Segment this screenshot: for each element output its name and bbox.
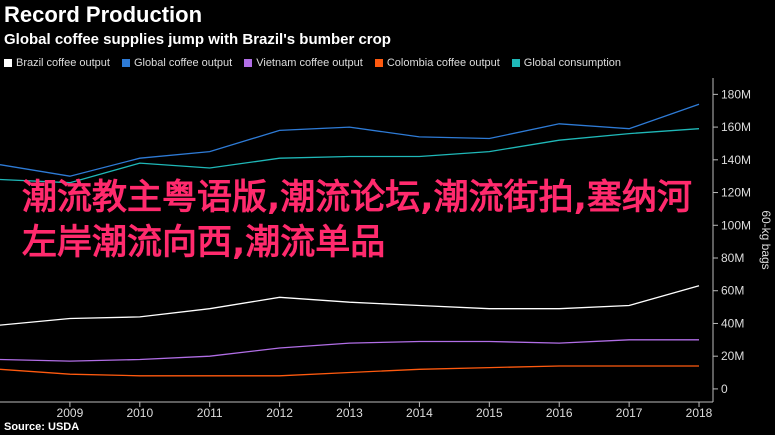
legend-label-brazil: Brazil coffee output — [16, 57, 110, 69]
legend-swatch-brazil — [4, 59, 12, 67]
x-tick-label-7: 2016 — [546, 406, 573, 420]
y-tick-label-2: 40M — [721, 316, 744, 330]
chart-subtitle: Global coffee supplies jump with Brazil'… — [4, 31, 391, 48]
overlay-text: 潮流教主粤语版,潮流论坛,潮流街拍,塞纳河左岸潮流向西,潮流单品 — [22, 178, 692, 263]
x-tick-label-8: 2017 — [616, 406, 643, 420]
legend-item-brazil: Brazil coffee output — [4, 57, 110, 69]
x-tick-label-4: 2013 — [336, 406, 363, 420]
legend-swatch-colombia — [374, 59, 383, 67]
legend-item-colombia: Colombia coffee output — [374, 57, 500, 69]
legend-item-vietnam: Vietnam coffee output — [244, 57, 363, 69]
x-tick-label-2: 2011 — [197, 406, 223, 420]
legend-label-vietnam: Vietnam coffee output — [256, 57, 363, 69]
series-line-0 — [0, 285, 700, 326]
x-tick-label-1: 2010 — [126, 406, 153, 420]
legend: Brazil coffee output Global coffee outpu… — [4, 57, 621, 69]
y-tick-label-4: 80M — [721, 251, 744, 265]
series-line-4 — [0, 128, 700, 184]
x-tick-label-3: 2012 — [266, 406, 293, 420]
x-tick-label-6: 2015 — [476, 406, 503, 420]
y-tick-label-1: 20M — [721, 349, 744, 363]
legend-item-consumption: Global consumption — [511, 57, 622, 69]
legend-swatch-global-output — [121, 59, 130, 67]
legend-label-consumption: Global consumption — [523, 57, 622, 69]
y-axis-label: 60-kg bags — [759, 210, 773, 269]
legend-swatch-vietnam — [244, 59, 253, 67]
y-tick-label-5: 100M — [721, 218, 751, 232]
source-note: Source: USDA — [4, 421, 80, 433]
x-tick-label-9: 2018 — [686, 406, 713, 420]
y-tick-label-0: 0 — [721, 382, 728, 396]
legend-item-global-output: Global coffee output — [121, 57, 233, 69]
y-tick-label-8: 160M — [721, 120, 751, 134]
y-tick-label-3: 60M — [721, 284, 744, 298]
legend-label-global-output: Global coffee output — [133, 57, 233, 69]
series-line-1 — [0, 103, 700, 177]
legend-label-colombia: Colombia coffee output — [386, 57, 500, 69]
legend-swatch-consumption — [511, 59, 520, 67]
series-line-3 — [0, 365, 699, 377]
y-tick-label-7: 140M — [721, 153, 751, 167]
chart-title: Record Production — [4, 2, 203, 27]
series-line-2 — [0, 339, 699, 362]
x-tick-label-5: 2014 — [406, 406, 433, 420]
y-tick-label-6: 120M — [721, 186, 751, 200]
x-tick-label-0: 2009 — [57, 406, 84, 420]
y-tick-label-9: 180M — [721, 87, 751, 101]
